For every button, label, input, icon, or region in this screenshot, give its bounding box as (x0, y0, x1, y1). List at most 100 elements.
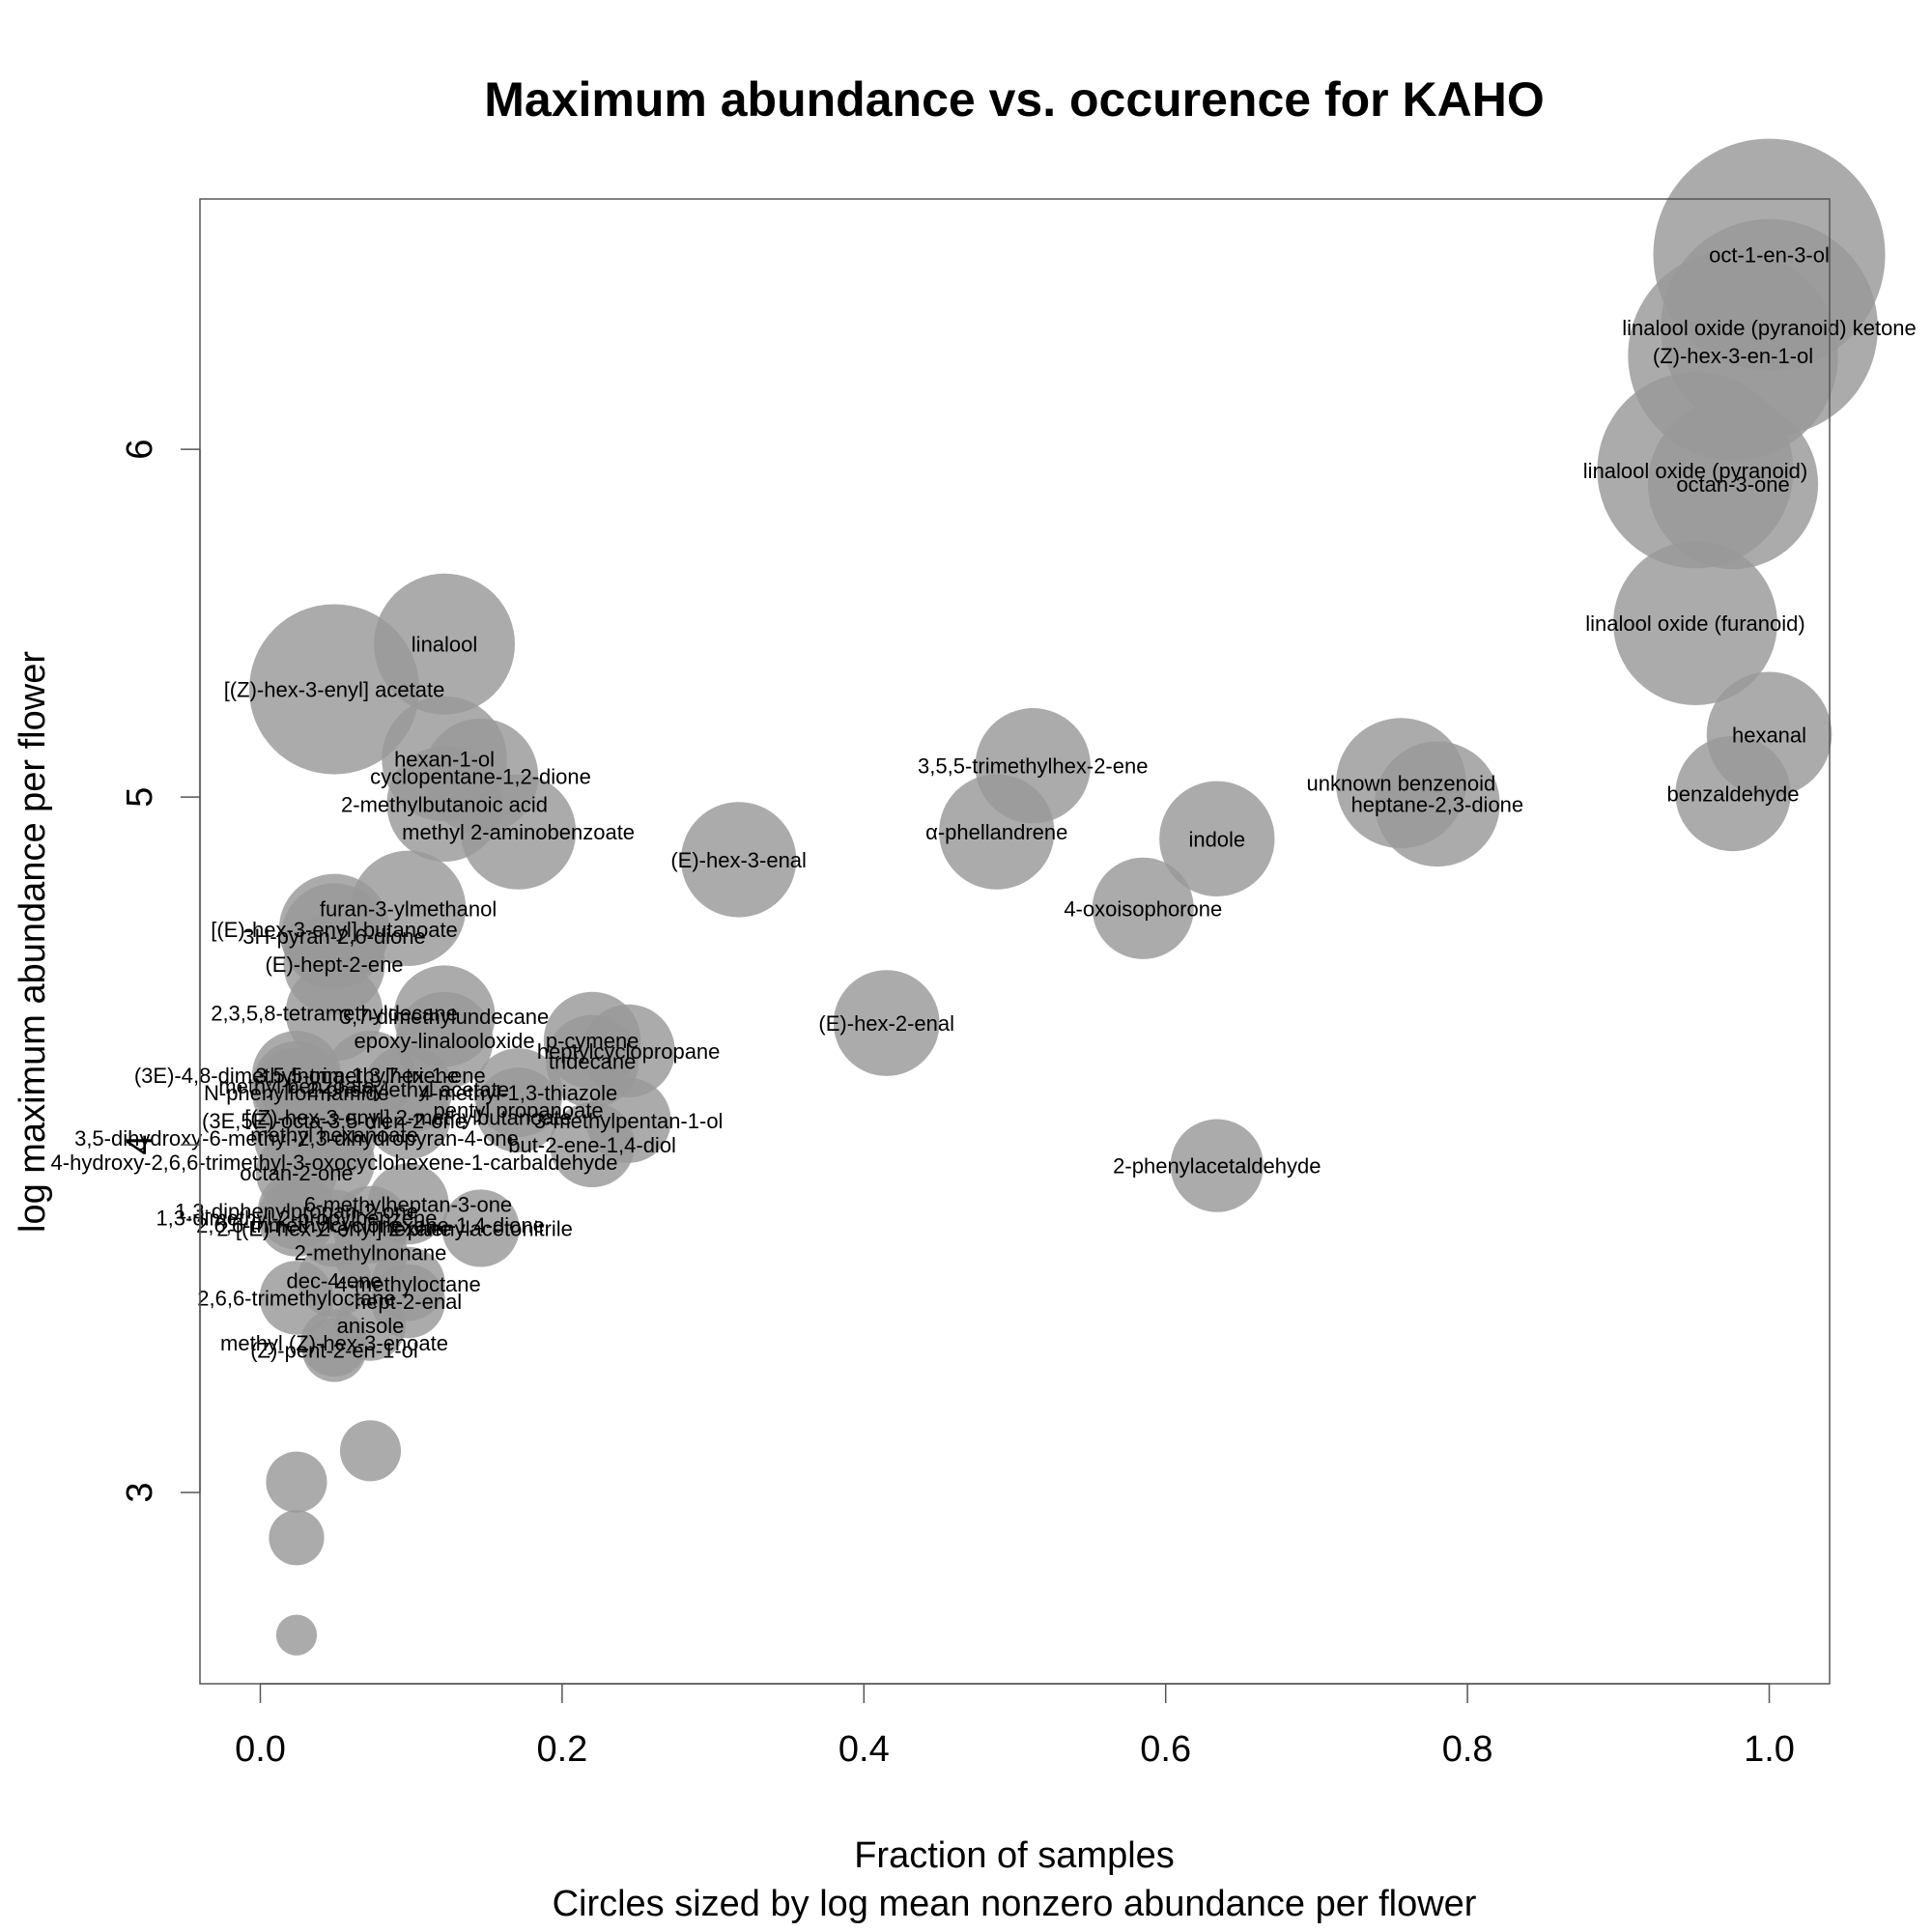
point-label: pentyl propanoate (434, 1098, 604, 1122)
point-label: methyl 2-aminobenzoate (402, 820, 635, 844)
bubble-unlabeled-64 (269, 1510, 325, 1566)
y-tick-label: 5 (120, 787, 160, 808)
bubble-z-pent-2-en-1-ol (301, 1318, 367, 1382)
point-label: 4-methyloctane (335, 1272, 480, 1296)
bubble-linalool (374, 573, 516, 715)
x-tick-label: 0.2 (536, 1729, 587, 1770)
point-label: octan-3-one (1676, 472, 1789, 497)
bubble-unlabeled-63 (266, 1451, 327, 1513)
bubble-methyl-2-aminobenzoate (460, 774, 577, 890)
point-label: 3,5-dihydroxy-6-methyl-2,3-dihydropyran-… (74, 1126, 519, 1151)
chart-title: Maximum abundance vs. occurence for KAHO (484, 72, 1545, 127)
point-label: hept-2-enal (355, 1290, 462, 1314)
bubble-heptane-2-3-dione (1375, 741, 1500, 867)
point-label: 2,3,5,8-tetramethyldecane (211, 1001, 458, 1025)
point-label: indole (1188, 827, 1245, 851)
point-label: 3H-pyran-2,6-dione (242, 924, 426, 949)
point-label: 2,6,6-trimethylcyclohexene-1,4-dione (196, 1213, 545, 1237)
point-label: furan-3-ylmethanol (320, 896, 497, 921)
point-label: epoxy-linalooloxide (354, 1029, 534, 1053)
point-label: methyl benzoate (218, 1074, 374, 1098)
bubble-2-phenylacetonitrile (441, 1189, 520, 1267)
bubble-but-2-ene-1-4-diol (550, 1102, 636, 1188)
point-label: 1,3-dimethyl-2-propylbenzene (156, 1207, 437, 1231)
y-tick-label: 3 (120, 1482, 160, 1502)
point-label: 3-methylpentan-1-ol (534, 1109, 724, 1133)
bubble-4-oxoisophorone (1092, 857, 1194, 959)
point-label: methyl (Z)-hex-3-enoate (220, 1331, 448, 1355)
x-axis-sublabel: Circles sized by log mean nonzero abunda… (553, 1884, 1477, 1924)
point-label: p-cymene (546, 1029, 639, 1053)
x-tick-label: 0.4 (838, 1729, 890, 1770)
point-label: 2-phenylacetonitrile (388, 1216, 573, 1240)
point-label: tridecane (549, 1050, 637, 1074)
point-label: [(Z)-hex-3-enyl] 2-methylbutanoate (244, 1105, 572, 1129)
bubble-pentyl-propanoate (475, 1067, 561, 1153)
point-label: (Z)-pent-2-en-1-ol (250, 1338, 418, 1362)
point-label: 4-methyl-1,3-thiazole (419, 1081, 617, 1105)
point-label: anisole (337, 1314, 405, 1338)
bubble-e-hex-3-enal (680, 802, 797, 918)
x-axis-label: Fraction of samples (854, 1835, 1175, 1876)
point-label: 3,5,5-trimethylhex-1-ene (255, 1064, 485, 1088)
point-label: linalool oxide (furanoid) (1585, 611, 1804, 636)
point-label: 2-phenylacetaldehyde (1113, 1154, 1321, 1179)
bubble-layer (248, 138, 1886, 1656)
point-label: (E)-hept-2-ene (265, 952, 403, 977)
x-tick-label: 1.0 (1744, 1729, 1795, 1770)
point-label: octan-2-one (240, 1161, 353, 1185)
point-label: 6-methylheptan-3-one (304, 1192, 512, 1216)
point-label: α-phellandrene (925, 820, 1067, 844)
point-label: 3,5,5-trimethylhex-2-ene (918, 754, 1148, 779)
bubble-phellandrene (939, 774, 1055, 890)
point-label: linalool oxide (pyranoid) ketone (1622, 316, 1917, 340)
point-label: hexan-1-ol (394, 748, 495, 772)
point-label: 2-methylnonane (295, 1241, 447, 1265)
bubble-linalool-oxide-furanoid (1613, 541, 1777, 706)
y-axis: 3 4 5 6 (120, 440, 201, 1503)
point-label: N-phenylformamide (204, 1081, 389, 1105)
point-label: 2,6,6-trimethyloctane (197, 1286, 395, 1310)
bubble-octan-3-one (1647, 399, 1819, 570)
point-label: linalool oxide (pyranoid) (1583, 459, 1807, 483)
point-label: (E)-hex-3-enal (670, 848, 807, 872)
point-label: cyclopentane-1,2-dione (370, 765, 591, 789)
y-tick-label: 6 (120, 440, 160, 460)
point-label: (Z)-hex-3-en-1-ol (1653, 344, 1813, 368)
point-label: (E)-hex-2-enal (818, 1011, 954, 1036)
point-label: heptylcyclopropane (537, 1039, 721, 1064)
point-label: heptane-2,3-dione (1351, 792, 1524, 816)
point-label: but-2-ene-1,4-diol (508, 1133, 676, 1157)
point-label: oct-1-en-3-ol (1709, 243, 1830, 268)
point-label: 2-phenylethyl acetate (307, 1077, 509, 1101)
bubble-unlabeled-65 (275, 1614, 318, 1656)
point-label: 4-oxoisophorone (1064, 896, 1222, 921)
point-label: linalool (412, 633, 478, 657)
point-label: 1,3-diphenylpropan-2-one (175, 1199, 418, 1223)
point-label: [(Z)-hex-3-enyl] acetate (224, 678, 445, 702)
point-label: 4-hydroxy-2,6,6-trimethyl-3-oxocyclohexe… (51, 1151, 618, 1175)
point-label: 3,7-dimethylundecane (340, 1005, 549, 1029)
point-label: 2-[(E)-hex-2-enyl]hexane (216, 1216, 451, 1240)
bubble-indole (1159, 781, 1275, 896)
bubble-z-hex-3-enyl-2-methylbutanoate (365, 1074, 451, 1160)
point-label: benzaldehyde (1667, 782, 1800, 807)
point-label: unknown benzenoid (1307, 772, 1496, 796)
x-tick-label: 0.8 (1442, 1729, 1493, 1770)
bubble-2-phenylacetaldehyde (1170, 1119, 1264, 1212)
bubble-benzaldehyde (1675, 735, 1791, 852)
bubble-e-hex-2-enal (833, 970, 940, 1076)
y-tick-label: 4 (120, 1135, 160, 1155)
point-label: methyl hexanoate (250, 1122, 418, 1147)
y-axis-label: log maximum abundance per flower (13, 651, 53, 1233)
point-label: dec-4-ene (286, 1268, 382, 1293)
point-label: (3E,5E)-octa-3,5-dien-2-one (202, 1109, 467, 1133)
x-tick-label: 0.0 (235, 1729, 286, 1770)
point-label: (3E)-4,8-dimethylnona-1,3,7-triene (134, 1064, 459, 1088)
point-label: 2-methylbutanoic acid (341, 792, 548, 816)
x-axis: 0.0 0.2 0.4 0.6 0.8 1.0 (235, 1683, 1795, 1770)
point-label-layer: oct-1-en-3-ol linalool oxide (pyranoid) k… (51, 243, 1917, 1363)
bubble-unlabeled-62 (339, 1420, 402, 1482)
point-label: [(E)-hex-3-enyl] butanoate (211, 918, 458, 942)
